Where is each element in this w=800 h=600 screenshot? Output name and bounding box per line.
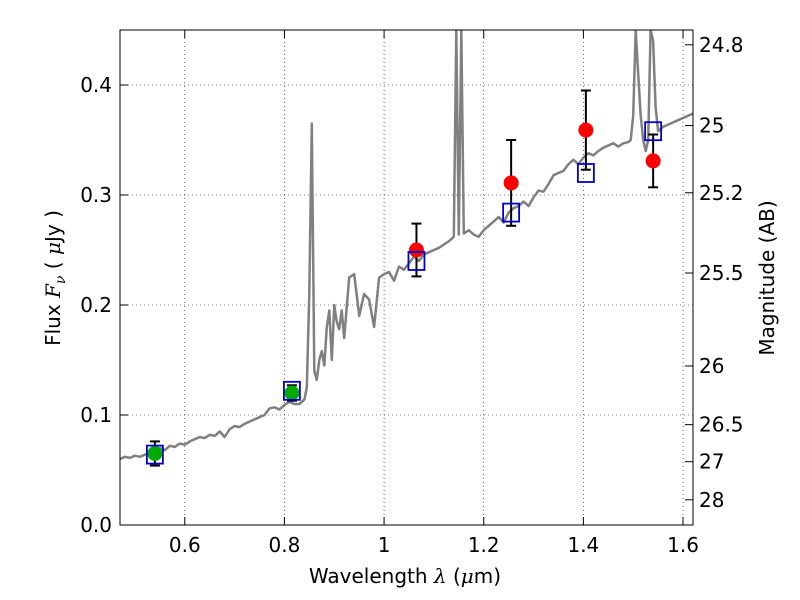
model-square-marker bbox=[644, 121, 663, 142]
model-square-marker bbox=[576, 163, 595, 183]
photometry-point bbox=[147, 446, 163, 461]
photometry-point bbox=[503, 175, 519, 191]
magnitude-tick-label: 26.5 bbox=[699, 413, 744, 437]
model-square-marker bbox=[282, 380, 301, 401]
x-tick-label: 1.6 bbox=[667, 533, 699, 557]
plot-area bbox=[120, 30, 693, 467]
photometry-point bbox=[578, 122, 594, 138]
magnitude-tick-label: 27 bbox=[699, 450, 724, 474]
photometry-point bbox=[645, 153, 661, 169]
photometry-point bbox=[408, 242, 424, 258]
x-tick-label: 0.8 bbox=[269, 533, 301, 557]
magnitude-tick-label: 26 bbox=[699, 354, 724, 378]
spectrum-line bbox=[120, 30, 693, 461]
y-tick-label: 0.1 bbox=[80, 403, 112, 427]
magnitude-tick-label: 25 bbox=[699, 114, 724, 138]
tick-marks bbox=[120, 30, 693, 526]
magnitude-tick-label: 24.8 bbox=[699, 33, 744, 57]
y-axis-label: Flux Fν ( μJy ) bbox=[41, 210, 69, 346]
model-square-marker bbox=[407, 251, 426, 271]
model-square-marker bbox=[145, 444, 164, 465]
plot-frame bbox=[119, 29, 694, 526]
y-tick-label: 0.4 bbox=[80, 73, 112, 97]
model-square-marker bbox=[502, 202, 521, 223]
magnitude-tick-label: 25.2 bbox=[699, 181, 744, 205]
x-tick-label: 1 bbox=[378, 533, 391, 557]
y-tick-label: 0.0 bbox=[80, 513, 112, 537]
tick-labels: 0.6 0.8 1 1.2 1.4 1.6 0.0 0.1 0.2 0.3 0.4 24.8 25 25.… bbox=[80, 33, 743, 557]
x-tick-label: 1.4 bbox=[567, 533, 599, 557]
magnitude-tick-label: 25.5 bbox=[699, 261, 744, 285]
gridlines bbox=[120, 30, 693, 526]
x-tick-label: 0.6 bbox=[169, 533, 201, 557]
photometry-point bbox=[284, 385, 300, 401]
y-tick-label: 0.2 bbox=[80, 293, 112, 317]
y-tick-label: 0.3 bbox=[80, 183, 112, 207]
x-tick-label: 1.2 bbox=[468, 533, 500, 557]
magnitude-tick-label: 28 bbox=[699, 488, 724, 512]
x-axis-label: Wavelength λ (μm) bbox=[309, 564, 501, 588]
magnitude-axis-label: Magnitude (AB) bbox=[755, 200, 779, 355]
